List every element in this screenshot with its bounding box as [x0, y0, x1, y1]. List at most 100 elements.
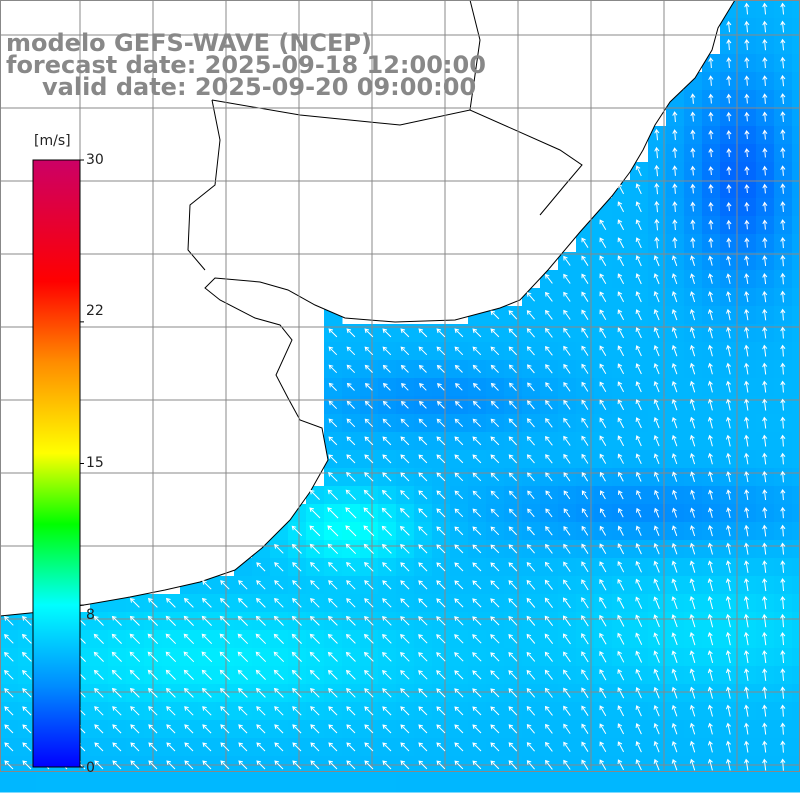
- wind-arrow: [744, 326, 750, 339]
- wind-arrow: [490, 724, 500, 734]
- wind-arrow: [743, 650, 750, 664]
- wind-arrow: [526, 651, 536, 662]
- wind-arrow: [418, 580, 428, 590]
- wind-arrow: [508, 436, 518, 446]
- wind-arrow: [581, 615, 589, 627]
- wind-arrow: [689, 362, 696, 375]
- wind-arrow: [508, 472, 517, 482]
- wind-arrow: [22, 670, 32, 680]
- wind-arrow: [382, 472, 392, 482]
- wind-arrow: [544, 597, 553, 609]
- wind-arrow: [581, 237, 589, 248]
- wind-arrow: [345, 633, 356, 644]
- wind-arrow: [382, 634, 392, 644]
- wind-arrow: [111, 651, 122, 662]
- wind-arrow: [654, 146, 660, 159]
- wind-arrow: [635, 345, 642, 357]
- wind-arrow: [527, 382, 535, 392]
- wind-arrow: [708, 57, 714, 69]
- wind-arrow: [454, 454, 464, 464]
- wind-arrow: [22, 706, 32, 716]
- wind-arrow: [581, 633, 589, 645]
- wind-arrow: [617, 201, 625, 213]
- wind-arrow: [400, 634, 410, 644]
- wind-arrow: [545, 327, 553, 338]
- wind-arrow: [526, 742, 535, 752]
- wind-arrow: [111, 633, 122, 644]
- wind-arrow: [526, 436, 535, 446]
- wind-arrow: [689, 398, 696, 411]
- wind-arrow: [526, 760, 535, 770]
- wind-arrow: [725, 542, 731, 555]
- wind-arrow: [653, 399, 660, 411]
- wind-arrow: [418, 724, 428, 734]
- wind-arrow: [707, 452, 713, 465]
- wind-arrow: [418, 346, 428, 356]
- wind-arrow: [780, 631, 786, 646]
- wind-arrow: [599, 596, 607, 609]
- wind-arrow: [762, 470, 768, 483]
- wind-arrow: [454, 562, 464, 572]
- wind-arrow: [780, 380, 786, 393]
- wind-arrow: [454, 490, 464, 500]
- wind-arrow: [581, 309, 589, 320]
- wind-arrow: [780, 650, 786, 664]
- wind-arrow: [454, 508, 464, 518]
- wind-arrow: [744, 398, 750, 411]
- wind-arrow: [744, 524, 750, 537]
- wind-arrow: [762, 506, 768, 519]
- wind-arrow: [707, 398, 713, 411]
- wind-arrow: [436, 616, 446, 626]
- wind-arrow: [671, 686, 678, 699]
- wind-arrow: [744, 560, 750, 573]
- wind-arrow: [4, 616, 14, 626]
- wind-arrow: [309, 633, 320, 644]
- wind-arrow: [762, 524, 768, 537]
- wind-arrow: [328, 598, 338, 608]
- wind-arrow: [617, 291, 625, 303]
- wind-arrow: [725, 434, 731, 447]
- wind-arrow: [599, 723, 607, 735]
- wind-arrow: [563, 417, 571, 428]
- wind-arrow: [363, 507, 375, 519]
- wind-arrow: [201, 687, 212, 698]
- wind-arrow: [744, 184, 750, 194]
- wind-arrow: [617, 273, 625, 285]
- wind-arrow: [744, 489, 750, 500]
- wind-arrow: [635, 327, 642, 339]
- wind-arrow: [363, 543, 374, 554]
- wind-arrow: [400, 364, 409, 373]
- wind-arrow: [130, 760, 140, 770]
- wind-arrow: [726, 219, 732, 230]
- wind-arrow: [527, 508, 535, 518]
- wind-arrow: [653, 596, 660, 609]
- wind-arrow: [490, 328, 500, 338]
- wind-arrow: [690, 507, 695, 518]
- wind-arrow: [237, 597, 248, 608]
- wind-arrow: [726, 130, 732, 140]
- wind-arrow: [201, 597, 212, 608]
- wind-arrow: [364, 616, 374, 626]
- wind-arrow: [292, 760, 302, 770]
- wind-arrow: [490, 562, 500, 572]
- wind-arrow: [527, 364, 535, 374]
- wind-arrow: [310, 562, 320, 572]
- wind-arrow: [526, 472, 535, 482]
- wind-arrow: [707, 758, 713, 771]
- wind-arrow: [726, 524, 732, 537]
- wind-arrow: [726, 344, 732, 357]
- wind-arrow: [237, 687, 248, 698]
- wind-arrow: [708, 237, 714, 248]
- wind-arrow: [22, 616, 32, 626]
- wind-arrow: [454, 400, 463, 409]
- wind-arrow: [436, 634, 446, 644]
- wind-arrow: [364, 580, 374, 590]
- wind-arrow: [744, 166, 750, 176]
- wind-arrow: [94, 742, 104, 752]
- wind-arrow: [743, 595, 749, 610]
- wind-arrow: [255, 633, 267, 645]
- wind-arrow: [708, 147, 714, 158]
- wind-arrow: [418, 598, 428, 608]
- wind-arrow: [762, 631, 768, 646]
- wind-arrow: [707, 686, 713, 699]
